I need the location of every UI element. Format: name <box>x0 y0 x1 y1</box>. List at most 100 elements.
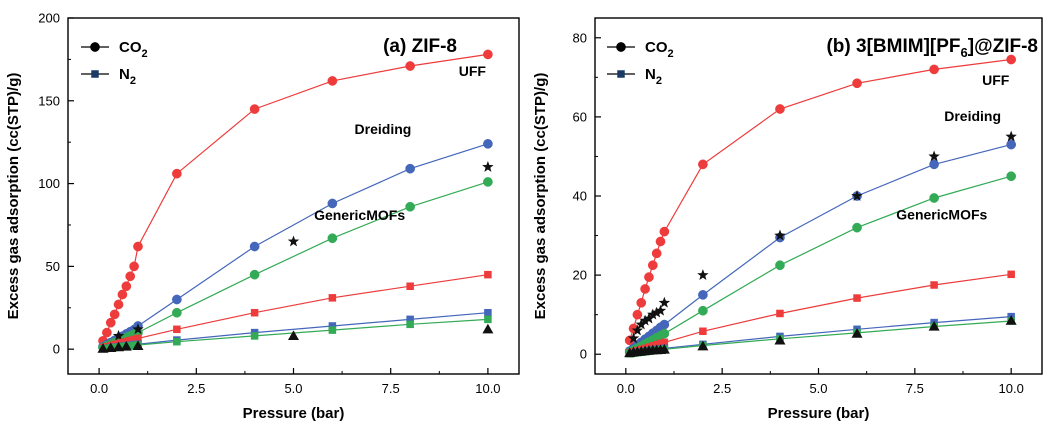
forcefield-label: GenericMOFs <box>896 207 987 223</box>
data-point <box>105 317 116 328</box>
data-point <box>632 309 643 320</box>
data-point <box>406 315 414 324</box>
data-point <box>627 332 640 344</box>
legend-subscript: 2 <box>668 48 674 60</box>
data-point <box>1006 139 1017 150</box>
data-point <box>328 294 337 302</box>
legend-text-main: N <box>119 66 130 83</box>
data-point <box>405 201 415 212</box>
forcefield-label: Dreiding <box>944 108 1001 124</box>
x-axis-label: Pressure (bar) <box>768 405 870 422</box>
data-point <box>97 343 109 353</box>
data-point <box>327 233 338 244</box>
x-tick-label: 2.5 <box>713 381 731 396</box>
data-point <box>1005 315 1017 325</box>
data-point <box>483 138 493 149</box>
data-point <box>102 327 112 338</box>
legend-marker <box>617 70 625 78</box>
panel-title: (b) 3[BMIM][PF6]@ZIF-8 <box>826 36 1038 60</box>
series-line <box>629 58 1012 341</box>
x-tick-label: 5.0 <box>284 381 302 396</box>
x-axis-label: Pressure (bar) <box>243 405 345 422</box>
data-point <box>697 269 709 280</box>
data-point <box>110 343 119 352</box>
data-point <box>928 321 940 331</box>
data-point <box>327 198 338 209</box>
data-point <box>126 342 134 350</box>
data-point <box>173 325 181 334</box>
data-point <box>121 281 132 292</box>
series-n2-dreiding <box>99 308 492 353</box>
plot-frame <box>67 17 520 375</box>
data-point <box>406 320 414 329</box>
title-subscript: 6 <box>961 45 968 60</box>
data-point <box>697 340 709 351</box>
data-point <box>484 270 492 279</box>
data-point <box>126 336 134 345</box>
data-point <box>658 343 670 354</box>
data-point <box>775 260 785 271</box>
forcefield-label: UFF <box>982 72 1010 88</box>
data-point <box>640 284 650 294</box>
data-point <box>482 323 494 334</box>
data-point <box>405 163 415 174</box>
data-point <box>103 344 111 353</box>
data-point <box>405 61 415 71</box>
data-point <box>249 269 260 280</box>
data-point <box>1006 54 1017 65</box>
data-point <box>929 193 939 203</box>
data-point <box>651 248 662 259</box>
data-point <box>852 222 862 233</box>
legend-label: N2 <box>645 66 662 87</box>
legend-marker <box>616 42 626 52</box>
data-point <box>853 294 861 302</box>
x-tick-label: 10.0 <box>999 381 1024 396</box>
data-point <box>851 328 863 338</box>
data-point <box>287 235 300 247</box>
data-point <box>172 168 182 179</box>
data-point <box>656 339 665 348</box>
panel-title: (a) ZIF-8 <box>383 36 457 57</box>
data-point <box>133 241 143 252</box>
data-point <box>105 342 117 352</box>
y-tick-label: 20 <box>573 268 587 283</box>
data-point <box>1007 270 1015 279</box>
data-point <box>483 49 493 60</box>
data-point <box>250 332 259 340</box>
data-point <box>250 308 259 317</box>
data-point <box>117 289 128 300</box>
y-tick-label: 40 <box>573 189 587 204</box>
y-tick-label: 100 <box>38 176 60 191</box>
data-point <box>134 334 142 343</box>
x-tick-label: 10.0 <box>475 381 500 396</box>
legend-subscript: 2 <box>130 75 136 87</box>
x-tick-label: 0.0 <box>90 381 108 396</box>
data-point <box>659 319 670 330</box>
legend-marker <box>91 70 99 78</box>
legend: CO2 N2 <box>607 39 674 87</box>
series-line <box>629 320 1012 355</box>
series-n2-genericmofs <box>625 317 1015 358</box>
data-point <box>929 64 939 75</box>
data-point <box>113 341 125 352</box>
data-point <box>1005 130 1017 142</box>
data-point <box>483 177 493 187</box>
data-point <box>644 272 654 282</box>
data-point <box>109 309 120 320</box>
forcefield-label: UFF <box>459 63 487 79</box>
legend-label: CO2 <box>645 39 674 60</box>
data-point <box>130 341 138 350</box>
y-axis-label: Excess gas adsorption (cc(STP)/g) <box>532 73 549 320</box>
data-point <box>249 241 260 252</box>
series-co2-genericmofs <box>98 177 493 353</box>
legend-text-main: CO <box>645 39 668 56</box>
y-tick-label: 50 <box>46 259 60 274</box>
data-point <box>698 159 708 170</box>
data-point <box>659 226 670 237</box>
legend-text-main: N <box>645 66 656 83</box>
data-point <box>654 304 667 316</box>
y-tick-label: 0 <box>580 347 587 362</box>
data-point <box>113 299 124 310</box>
